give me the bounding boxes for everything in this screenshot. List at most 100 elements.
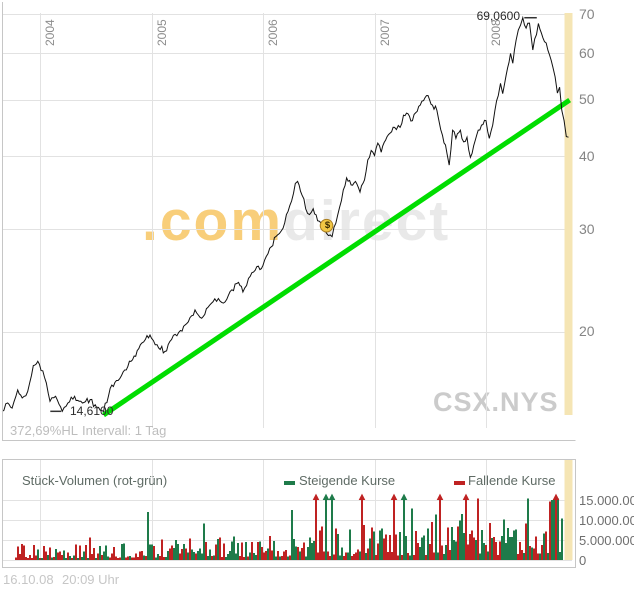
volume-bar — [81, 556, 83, 560]
volume-bar — [543, 533, 545, 560]
volume-bar — [509, 536, 511, 560]
volume-bar — [273, 540, 275, 560]
volume-bar — [311, 542, 313, 560]
volume-bar — [399, 531, 401, 560]
volume-bar — [271, 550, 273, 560]
volume-bar — [287, 556, 289, 560]
volume-bar — [453, 539, 455, 560]
volume-bar — [211, 555, 213, 560]
current-day-band — [564, 13, 573, 415]
volume-bar — [381, 528, 383, 560]
volume-bar — [227, 553, 229, 560]
volume-bar — [415, 530, 417, 560]
volume-axis-tick-label: 5.000.000 — [579, 533, 634, 548]
volume-bar — [167, 550, 169, 560]
volume-bar — [207, 556, 209, 560]
volume-bar — [177, 543, 179, 560]
volume-bar — [131, 557, 133, 560]
volume-bar — [187, 552, 189, 560]
volume-bar — [157, 553, 159, 560]
volume-bar — [555, 499, 557, 560]
volume-bar — [473, 537, 475, 560]
dividend-event-badge — [319, 218, 334, 233]
volume-bar — [389, 534, 391, 560]
volume-bar — [433, 552, 435, 560]
volume-bar — [469, 533, 471, 560]
volume-bar — [67, 552, 69, 560]
volume-bar — [313, 541, 315, 560]
volume-bar — [515, 529, 517, 560]
volume-bar — [291, 510, 293, 560]
volume-bar — [405, 536, 407, 560]
volume-bar — [259, 541, 261, 560]
price-line — [1, 15, 569, 413]
volume-bar — [57, 552, 59, 560]
volume-bar — [281, 556, 283, 560]
volume-bar — [261, 547, 263, 560]
volume-bar — [183, 543, 185, 560]
volume-bar — [85, 545, 87, 560]
volume-bar — [351, 556, 353, 560]
volume-bar — [361, 499, 363, 560]
volume-bar — [147, 512, 149, 560]
volume-bar — [199, 548, 201, 560]
volume-bar — [97, 553, 99, 560]
volume-bar — [493, 537, 495, 560]
volume-bar — [143, 555, 145, 560]
volume-bar — [249, 552, 251, 560]
overflow-arrow-head — [462, 493, 470, 500]
volume-bar — [35, 555, 37, 560]
volume-bar — [235, 553, 237, 560]
volume-bar — [197, 550, 199, 560]
volume-bar — [465, 499, 467, 560]
legend-label-rising: Steigende Kurse — [299, 473, 396, 488]
status-time: 20:09 Uhr — [62, 572, 120, 587]
volume-bar — [251, 542, 253, 560]
volume-bar — [115, 556, 117, 560]
volume-bar — [535, 536, 537, 560]
volume-bar — [247, 556, 249, 560]
volume-bar — [425, 554, 427, 560]
volume-bar — [283, 551, 285, 560]
volume-bar — [363, 524, 365, 560]
volume-bar — [485, 544, 487, 560]
volume-bar — [329, 555, 331, 560]
volume-bar — [141, 550, 143, 560]
volume-bar — [507, 528, 509, 560]
volume-bar — [359, 551, 361, 560]
overflow-arrow-head — [390, 493, 398, 500]
volume-bar — [369, 538, 371, 560]
volume-bar — [339, 555, 341, 560]
high-price-annotation: 69,0600 — [476, 9, 520, 23]
volume-bar — [377, 543, 379, 560]
volume-bar — [475, 540, 477, 560]
volume-bar — [427, 528, 429, 560]
volume-bar — [293, 539, 295, 560]
volume-bar — [437, 552, 439, 560]
low-price-annotation: 14,6100 — [70, 404, 114, 418]
volume-bar — [151, 544, 153, 560]
volume-bar — [519, 541, 521, 560]
volume-bar — [341, 547, 343, 560]
volume-bar — [77, 557, 79, 560]
volume-bar — [349, 529, 351, 560]
volume-bar — [79, 545, 81, 560]
volume-bar — [337, 533, 339, 560]
price-axis-tick-label: 40 — [579, 147, 595, 164]
volume-bar — [47, 555, 49, 560]
volume-bar — [383, 538, 385, 560]
volume-axis-tick-label: 15.000.000 — [579, 493, 634, 508]
volume-bar — [61, 554, 63, 560]
volume-bar — [27, 558, 29, 560]
volume-bar — [45, 551, 47, 560]
volume-bar — [255, 555, 257, 560]
volume-bar — [501, 536, 503, 560]
volume-bar — [195, 553, 197, 560]
volume-bar — [153, 545, 155, 560]
volume-bar — [15, 557, 17, 560]
volume-bar — [295, 546, 297, 560]
volume-bar — [441, 545, 443, 560]
volume-bar — [431, 521, 433, 560]
volume-bar — [467, 544, 469, 560]
